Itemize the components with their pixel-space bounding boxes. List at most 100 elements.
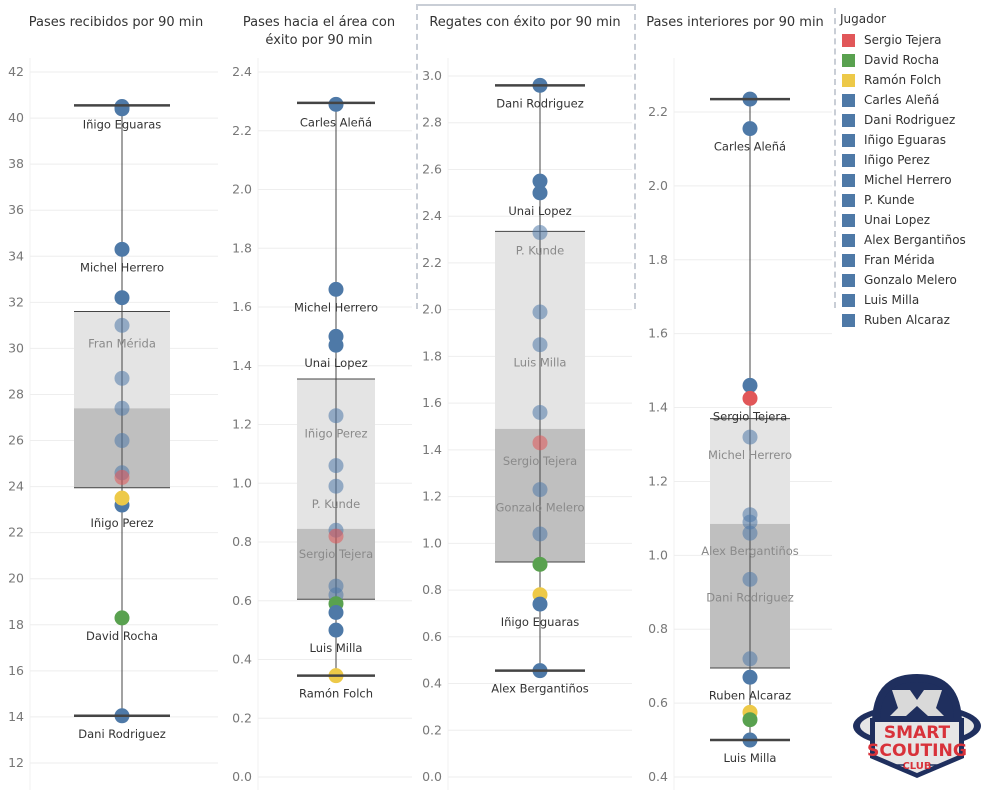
data-point-label: Unai Lopez	[304, 356, 367, 370]
chart-title: Pases recibidos por 90 min	[28, 15, 204, 30]
smart-scouting-club-logo: SMART SCOUTING CLUB	[850, 668, 985, 783]
y-tick-label: 0.6	[648, 695, 668, 710]
data-point[interactable]	[532, 526, 548, 542]
y-tick-label: 28	[8, 386, 24, 401]
data-point-label: Fran Mérida	[88, 336, 156, 350]
data-point[interactable]	[328, 96, 344, 112]
y-tick-label: 14	[8, 709, 24, 724]
data-point[interactable]	[742, 377, 758, 393]
y-tick-label: 0.4	[232, 652, 252, 667]
y-tick-label: 2.2	[232, 123, 252, 138]
data-point[interactable]	[114, 400, 130, 416]
legend-label: David Rocha	[864, 53, 940, 67]
legend-border	[834, 8, 836, 308]
data-point-label: Michel Herrero	[708, 448, 792, 462]
data-point[interactable]	[114, 490, 130, 506]
data-point[interactable]	[328, 605, 344, 620]
y-tick-label: 1.8	[232, 240, 252, 255]
data-point[interactable]	[532, 337, 548, 353]
data-point[interactable]	[532, 185, 548, 201]
data-point[interactable]	[328, 458, 344, 474]
data-point[interactable]	[532, 225, 548, 241]
data-point[interactable]	[114, 290, 130, 306]
legend-item[interactable]: Iñigo Eguaras	[836, 130, 985, 150]
legend-swatch	[842, 153, 855, 167]
data-point[interactable]	[742, 651, 758, 667]
legend-item[interactable]: Luis Milla	[836, 290, 985, 310]
data-point[interactable]	[742, 712, 758, 728]
data-point[interactable]	[114, 370, 130, 386]
y-tick-label: 20	[8, 571, 24, 586]
data-point[interactable]	[532, 173, 548, 189]
legend-item[interactable]: P. Kunde	[836, 190, 985, 210]
data-point[interactable]	[114, 317, 130, 333]
data-point[interactable]	[114, 433, 130, 449]
y-tick-label: 1.2	[232, 417, 252, 432]
legend-item[interactable]: David Rocha	[836, 50, 985, 70]
data-point-label: Luis Milla	[514, 356, 567, 370]
legend-swatch	[842, 293, 855, 307]
legend-item[interactable]: Michel Herrero	[836, 170, 985, 190]
legend-item[interactable]: Unai Lopez	[836, 210, 985, 230]
data-point[interactable]	[328, 408, 344, 424]
data-point[interactable]	[742, 525, 758, 541]
data-point[interactable]	[532, 596, 548, 612]
legend-item[interactable]: Sergio Tejera	[836, 30, 985, 50]
data-point[interactable]	[532, 435, 548, 451]
data-point[interactable]	[114, 469, 130, 485]
data-point[interactable]	[328, 528, 344, 544]
y-tick-label: 2.6	[422, 161, 442, 176]
data-point[interactable]	[532, 556, 548, 572]
y-tick-label: 1.0	[648, 547, 668, 562]
legend-item[interactable]: Alex Bergantiños	[836, 230, 985, 250]
data-point[interactable]	[328, 281, 344, 297]
data-point[interactable]	[328, 478, 344, 494]
logo-text-smart: SMART	[884, 723, 951, 743]
legend-item[interactable]: Carles Aleñá	[836, 90, 985, 110]
y-tick-label: 2.0	[422, 302, 442, 317]
data-point[interactable]	[328, 337, 344, 353]
data-point[interactable]	[328, 622, 344, 638]
data-point-label: Alex Bergantiños	[701, 544, 799, 558]
data-point[interactable]	[532, 482, 548, 498]
chart-title: Pases interiores por 90 min	[646, 15, 824, 30]
y-tick-label: 2.0	[232, 182, 252, 197]
legend: Jugador Sergio Tejera David Rocha Ramón Fo…	[836, 8, 985, 330]
y-tick-label: 0.6	[232, 593, 252, 608]
data-point[interactable]	[114, 610, 130, 626]
y-tick-label: 0.6	[422, 629, 442, 644]
y-tick-label: 30	[8, 340, 24, 355]
legend-item[interactable]: Ramón Folch	[836, 70, 985, 90]
legend-item[interactable]: Dani Rodriguez	[836, 110, 985, 130]
data-point[interactable]	[114, 241, 130, 257]
y-tick-label: 26	[8, 433, 24, 448]
chart-panel-pases-recibidos: Pases recibidos por 90 min 12 14 16 18 20 22 2…	[0, 0, 222, 795]
data-point[interactable]	[114, 101, 130, 117]
y-tick-label: 42	[8, 64, 24, 79]
data-point[interactable]	[742, 429, 758, 445]
data-point[interactable]	[532, 304, 548, 320]
data-point[interactable]	[742, 514, 758, 530]
data-point-label: Unai Lopez	[508, 204, 571, 218]
legend-item[interactable]: Iñigo Perez	[836, 150, 985, 170]
data-point[interactable]	[532, 404, 548, 420]
legend-swatch	[842, 273, 855, 287]
legend-swatch	[842, 33, 855, 47]
logo-text-scouting: SCOUTING	[867, 741, 967, 761]
data-point-label: Carles Aleñá	[714, 140, 786, 154]
legend-item[interactable]: Fran Mérida	[836, 250, 985, 270]
y-tick-label: 2.2	[422, 255, 442, 270]
data-point[interactable]	[742, 121, 758, 137]
legend-label: Iñigo Perez	[864, 153, 930, 167]
y-tick-label: 1.8	[648, 252, 668, 267]
data-point[interactable]	[742, 571, 758, 587]
data-point[interactable]	[742, 390, 758, 406]
data-point[interactable]	[742, 669, 758, 685]
legend-item[interactable]: Ruben Alcaraz	[836, 310, 985, 330]
y-tick-label: 1.4	[422, 442, 442, 457]
y-tick-label: 0.4	[422, 676, 442, 691]
legend-item[interactable]: Gonzalo Melero	[836, 270, 985, 290]
legend-label: Carles Aleñá	[864, 93, 940, 107]
data-point-label: Ramón Folch	[299, 687, 373, 701]
chart-title: Regates con éxito por 90 min	[429, 15, 621, 30]
